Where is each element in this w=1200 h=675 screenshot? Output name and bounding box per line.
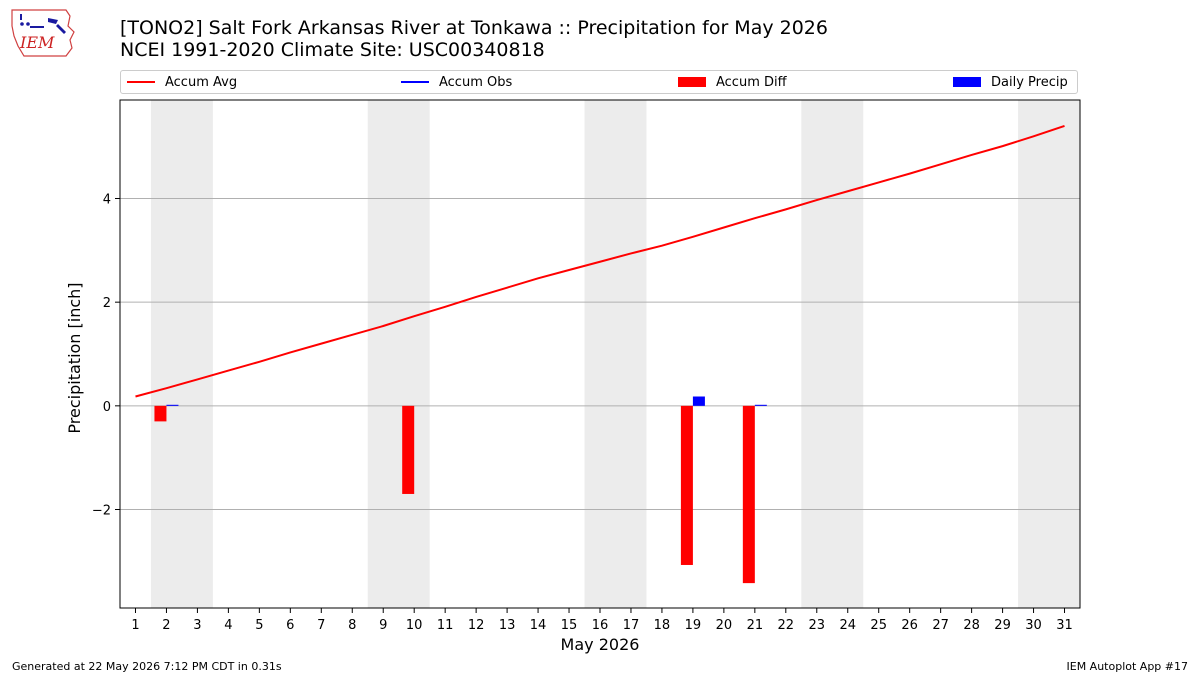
legend-label: Daily Precip (991, 74, 1068, 90)
x-tick-label: 17 (623, 618, 640, 633)
x-tick-label: 2 (162, 618, 170, 633)
x-tick-label: 3 (193, 618, 201, 633)
x-tick-label: 20 (716, 618, 733, 633)
x-tick-label: 18 (654, 618, 671, 633)
x-tick-label: 31 (1056, 618, 1073, 633)
x-tick-label: 23 (809, 618, 826, 633)
x-tick-label: 19 (685, 618, 702, 633)
legend-item-accum-obs: Accum Obs (401, 71, 512, 93)
x-tick-label: 29 (994, 618, 1011, 633)
legend-item-accum-avg: Accum Avg (127, 71, 237, 93)
x-tick-label: 10 (406, 618, 423, 633)
y-axis-label: Precipitation [inch] (65, 282, 84, 433)
accum-avg-line (135, 124, 1065, 398)
x-tick-label: 21 (747, 618, 764, 633)
x-tick-label: 26 (901, 618, 918, 633)
x-tick-label: 8 (348, 618, 356, 633)
x-tick-label: 13 (499, 618, 516, 633)
accum-diff-bar (402, 405, 415, 494)
gridlines (120, 197, 1080, 511)
bars (154, 396, 767, 584)
y-tick-label: 4 (103, 192, 111, 207)
x-tick-label: 5 (255, 618, 263, 633)
legend-label: Accum Obs (439, 74, 513, 90)
x-tick-label: 16 (592, 618, 609, 633)
y-ticks: −2 0 2 4 (92, 192, 120, 519)
logo-text: IEM (19, 33, 55, 52)
x-tick-label: 28 (963, 618, 980, 633)
x-tick-label: 24 (839, 618, 856, 633)
lines (135, 124, 1065, 398)
weekend-band (150, 100, 213, 608)
weekend-band (801, 100, 864, 608)
x-tick-label: 25 (870, 618, 887, 633)
accum-diff-bar (154, 405, 167, 422)
x-ticks: 1 2 3 4 5 6 7 8 9 10 11 12 13 14 15 16 17 18 19 20 21 22 23 24 2… (131, 608, 1073, 633)
x-tick-label: 4 (224, 618, 232, 633)
chart-title: [TONO2] Salt Fork Arkansas River at Tonk… (120, 17, 828, 39)
x-tick-label: 6 (286, 618, 294, 633)
legend-swatch (401, 81, 429, 83)
x-tick-label: 7 (317, 618, 325, 633)
legend-label: Accum Avg (165, 74, 238, 90)
accum-diff-bar (742, 405, 755, 584)
legend-item-daily-precip: Daily Precip (953, 71, 1068, 93)
weekend-shading (150, 100, 1080, 608)
x-axis-label: May 2026 (561, 635, 640, 654)
x-tick-label: 11 (437, 618, 454, 633)
x-tick-label: 14 (530, 618, 547, 633)
legend-swatch (678, 77, 706, 87)
x-tick-label: 12 (468, 618, 485, 633)
y-tick-label: 0 (103, 400, 111, 415)
y-tick-label: −2 (92, 504, 111, 519)
weekend-band (1018, 100, 1080, 608)
footer-app-text: IEM Autoplot App #17 (1066, 660, 1189, 673)
x-tick-label: 9 (379, 618, 387, 633)
iem-logo: IEM (11, 9, 75, 57)
weekend-band (584, 100, 647, 608)
legend-item-accum-diff: Accum Diff (678, 71, 787, 93)
chart-legend: Accum Avg Accum Obs Accum Diff Daily Pre… (120, 70, 1078, 94)
accum-diff-bar (680, 405, 693, 565)
footer-generated-text: Generated at 22 May 2026 7:12 PM CDT in … (12, 660, 282, 673)
x-tick-label: 1 (131, 618, 139, 633)
legend-label: Accum Diff (716, 74, 787, 90)
y-tick-label: 2 (103, 296, 111, 311)
daily-precip-bar (166, 404, 179, 406)
legend-swatch (127, 81, 155, 83)
chart-subtitle: NCEI 1991-2020 Climate Site: USC00340818 (120, 39, 545, 61)
x-tick-label: 15 (561, 618, 578, 633)
daily-precip-bar (754, 404, 767, 406)
x-tick-label: 30 (1025, 618, 1042, 633)
x-tick-label: 22 (778, 618, 795, 633)
legend-swatch (953, 77, 981, 87)
x-tick-label: 27 (932, 618, 949, 633)
daily-precip-bar (692, 396, 705, 406)
weekend-band (367, 100, 430, 608)
